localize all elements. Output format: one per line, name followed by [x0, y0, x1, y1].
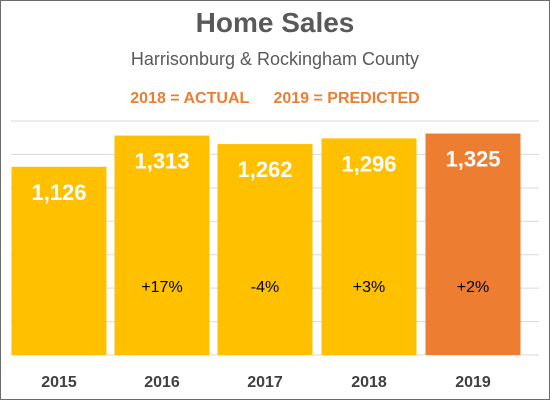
- change-label-2018: +3%: [353, 279, 385, 296]
- legend-actual: 2018 = ACTUAL: [130, 90, 249, 107]
- x-tick-label-2018: 2018: [351, 374, 387, 391]
- x-tick-label-2019: 2019: [455, 374, 491, 391]
- change-label-2019: +2%: [457, 279, 489, 296]
- value-label-2018: 1,296: [341, 151, 396, 176]
- value-label-2019: 1,325: [445, 147, 500, 172]
- bar-2018: [321, 138, 417, 355]
- value-label-2017: 1,262: [237, 157, 292, 182]
- bar-2015: [11, 166, 107, 355]
- value-label-2016: 1,313: [134, 149, 189, 174]
- chart-subtitle: Harrisonburg & Rockingham County: [130, 49, 420, 69]
- change-label-2016: +17%: [141, 279, 182, 296]
- bar-2019: [425, 133, 521, 355]
- change-label-2017: -4%: [251, 279, 279, 296]
- bar-2016: [114, 135, 210, 355]
- x-tick-label-2017: 2017: [247, 374, 283, 391]
- x-tick-label-2015: 2015: [41, 374, 77, 391]
- value-label-2015: 1,126: [31, 180, 86, 205]
- chart-legend: 2018 = ACTUAL 2019 = PREDICTED: [1, 88, 549, 110]
- chart-title: Home Sales: [195, 7, 355, 38]
- legend-predicted: 2019 = PREDICTED: [273, 90, 420, 107]
- x-tick-label-2016: 2016: [144, 374, 180, 391]
- bar-2017: [217, 144, 313, 355]
